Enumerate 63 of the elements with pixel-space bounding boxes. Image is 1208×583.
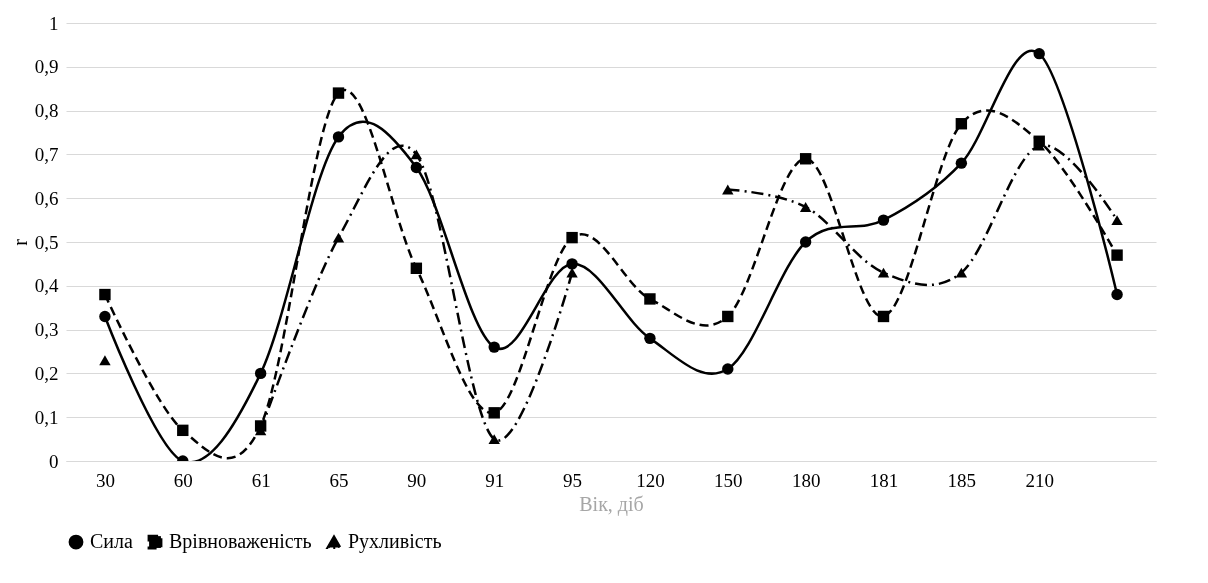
point [877,267,890,278]
x-tick-label: 95 [563,469,583,491]
y-tick-label: 0,4 [34,275,59,297]
x-tick-label: 210 [1025,469,1054,491]
point [955,267,968,278]
point [99,310,111,323]
y-tick-label: 0 [49,450,59,472]
point [488,341,500,353]
point [99,355,111,366]
point [254,367,267,380]
point [177,424,189,437]
point [566,231,578,244]
point [1111,288,1123,301]
y-axis-title: r [8,238,31,246]
y-tick-label: 0,3 [34,319,59,341]
legend-label: Врівноваженість [169,530,312,554]
y-tick-label: 0,8 [34,100,59,122]
point [410,262,423,274]
y-tick-label: 1 [49,12,59,34]
point [332,131,345,143]
point [488,407,500,419]
y-tick-label: 0,7 [34,143,59,165]
point [332,232,345,243]
y-tick-label: 0,9 [34,56,59,78]
y-tick-label: 0,6 [34,187,59,209]
point [332,87,345,99]
x-tick-label: 60 [173,469,193,491]
point [722,184,734,195]
x-tick-label: 181 [869,469,899,491]
point [722,363,734,375]
point [877,310,890,323]
point [1033,47,1045,60]
point [99,288,111,301]
y-tick-label: 0,2 [34,362,59,384]
x-axis-title: Вік, діб [579,492,644,516]
point [799,153,812,165]
x-tick-label: 91 [485,469,505,491]
x-tick-label: 90 [407,469,427,491]
point [955,118,968,130]
x-tick-label: 120 [636,469,665,491]
point [1111,215,1123,226]
legend-label: Сила [90,530,134,553]
point [410,161,423,174]
x-tick-label: 61 [251,469,271,491]
x-tick-label: 150 [714,469,743,491]
point [877,214,890,226]
x-tick-label: 65 [329,469,349,491]
point [488,434,500,445]
point [410,149,423,160]
y-tick-label: 0,1 [34,406,59,428]
point [1111,249,1123,261]
point [644,293,656,305]
point [644,332,656,345]
point [722,310,734,323]
y-tick-label: 0,5 [34,231,59,253]
x-tick-label: 180 [791,469,821,491]
point [799,202,812,212]
point [566,258,578,270]
point [955,157,968,169]
point [799,236,812,248]
legend-label: Рухливість [348,530,442,554]
x-tick-label: 185 [947,469,977,491]
x-tick-label: 30 [95,469,115,491]
